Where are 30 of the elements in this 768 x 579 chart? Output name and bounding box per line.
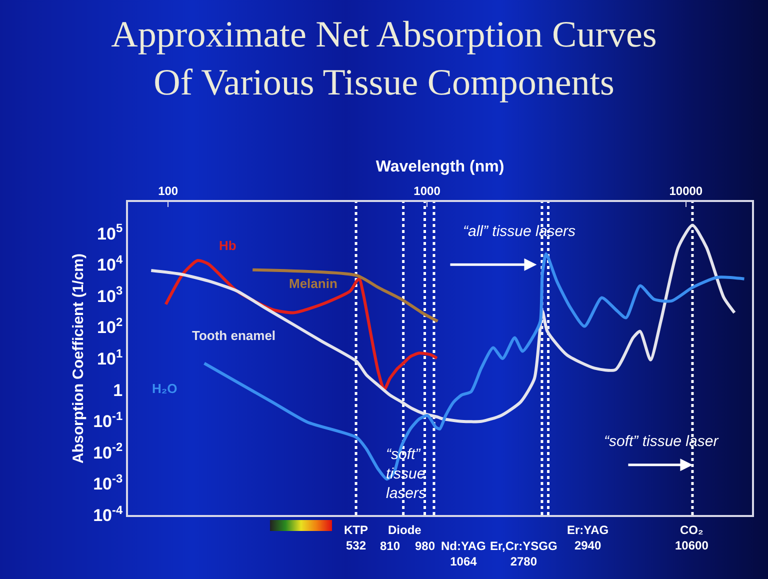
ref-line-label: CO₂ 10600 [675,523,709,553]
y-tick-label: 10$^{-1}$ [93,408,123,432]
annotation: “all” tissue lasers [463,223,576,240]
ref-line-label: Er:YAG 2940 [567,523,609,553]
y-axis-title: Absorption Coefficient (1/cm) [70,253,87,464]
ref-line-label: Nd:YAG 1064 [441,539,486,569]
y-tick-label: 10$^{3}$ [97,284,123,306]
y-tick-label: 1 [113,380,123,400]
x-tick-label: 10000 [669,184,703,198]
y-tick-label: 10$^{-3}$ [93,472,123,494]
series-label: Melanin [289,276,338,291]
ref-line-label: Er,Cr:YSGG 2780 [490,539,558,569]
series-label: Hb [219,238,236,253]
y-tick-label: 10$^{-2}$ [93,440,123,462]
x-tick-label: 1000 [414,184,441,198]
x-axis-title: Wavelength (nm) [376,158,504,176]
y-tick-label: 10$^{5}$ [97,221,123,244]
x-tick-label: 100 [158,184,178,198]
text: Diode [388,523,422,537]
y-tick-label: 10$^{-4}$ [93,502,123,525]
y-tick-label: 10$^{4}$ [97,252,123,275]
y-tick-label: 10$^{1}$ [97,346,123,368]
ref-line-label: 980 [415,539,436,553]
ref-line-label: 810 [380,539,400,553]
ref-line-label: KTP 532 [344,523,368,553]
series-label: Tooth enamel [192,328,276,343]
annotation: “soft” tissue laser [604,433,720,450]
chart-title: Approximate Net Absorption Curves Of Various Tissue Components [111,14,657,104]
y-tick-label: 10$^{2}$ [97,315,123,338]
text: H₂O [152,381,178,396]
